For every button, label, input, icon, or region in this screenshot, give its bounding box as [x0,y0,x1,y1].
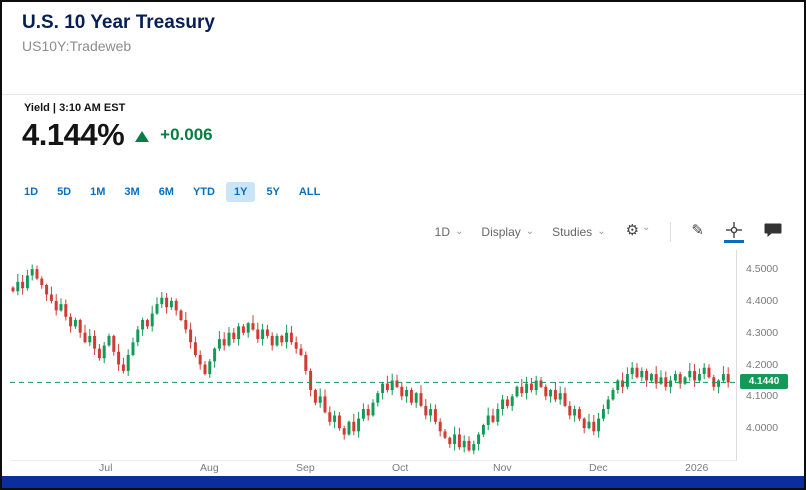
display-dropdown-label: Display [481,224,521,239]
chart-plot-area[interactable] [10,250,736,461]
comment-button[interactable] [762,220,784,243]
gear-icon: ⚙ [625,221,640,239]
page-title: U.S. 10 Year Treasury [22,12,215,33]
interval-dropdown-label: 1D [434,224,451,239]
comment-icon [764,223,782,237]
x-axis: Jul Aug Sep Oct Nov Dec 2026 [10,462,736,476]
up-triangle-icon [135,130,150,142]
x-axis-tick-dec: Dec [589,462,608,474]
y-axis: 4.5000 4.4000 4.3000 4.2000 4.1000 4.0000 4.14… [736,250,803,461]
y-axis-tick: 4.2000 [746,359,779,371]
studies-dropdown-label: Studies [552,224,593,239]
chevron-down-icon: ⌄ [455,225,464,237]
y-axis-tick: 4.3000 [746,327,779,339]
last-price-label: 4.1440 [740,374,788,389]
display-dropdown[interactable]: Display ⌄ [481,225,534,239]
range-tab-6m[interactable]: 6M [158,186,174,198]
y-axis-tick: 4.0000 [746,422,779,434]
draw-button[interactable]: ✎ [689,221,706,243]
range-tab-5d[interactable]: 5D [57,186,72,198]
interval-dropdown[interactable]: 1D ⌄ [435,225,464,239]
crosshair-button[interactable] [724,220,744,243]
header-divider [2,94,804,95]
pencil-icon: ✎ [691,221,704,239]
range-tab-ytd[interactable]: YTD [192,186,215,198]
range-tab-1y[interactable]: 1Y [225,182,256,202]
candlestick-chart[interactable] [10,250,736,460]
x-axis-tick-jul: Jul [99,462,113,474]
x-axis-tick-oct: Oct [392,462,409,474]
y-axis-tick: 4.1000 [746,390,779,402]
footer-bar [2,476,804,488]
studies-dropdown[interactable]: Studies ⌄ [552,225,605,239]
x-axis-tick-2026: 2026 [685,462,709,474]
x-axis-tick-nov: Nov [493,462,512,474]
chevron-down-icon: ⌄ [642,221,651,233]
range-tab-all[interactable]: ALL [298,186,321,198]
range-tab-1d[interactable]: 1D [24,186,39,198]
x-axis-tick-sep: Sep [296,462,315,474]
range-tab-bar: 1D 5D 1M 3M 6M YTD 1Y 5Y ALL [16,182,328,202]
price-row: 4.144% +0.006 [22,117,213,153]
x-axis-tick-aug: Aug [200,462,219,474]
chart-toolbar: 1D ⌄ Display ⌄ Studies ⌄ ⚙ ⌄ ✎ [435,220,784,243]
range-tab-5y[interactable]: 5Y [266,186,280,198]
chart-settings-button[interactable]: ⚙ ⌄ [624,221,653,243]
chevron-down-icon: ⌄ [597,225,606,237]
range-tab-1m[interactable]: 1M [90,186,106,198]
quote-meta-label: Yield | 3:10 AM EST [24,102,126,114]
change-value: +0.006 [160,125,213,144]
range-tab-3m[interactable]: 3M [124,186,140,198]
crosshair-icon [726,222,742,238]
last-yield-value: 4.144% [22,117,125,152]
chevron-down-icon: ⌄ [525,225,535,237]
instrument-symbol: US10Y:Tradeweb [22,38,132,54]
y-axis-tick: 4.5000 [746,263,779,275]
y-axis-tick: 4.4000 [746,295,779,307]
toolbar-divider [670,221,672,242]
